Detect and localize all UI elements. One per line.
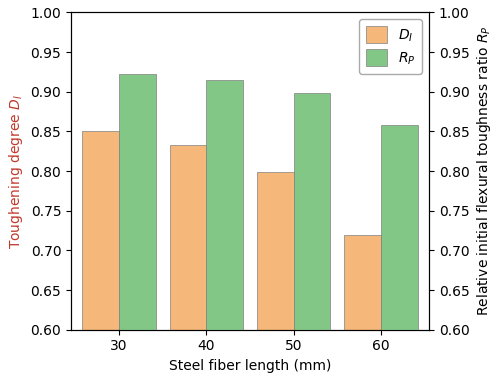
X-axis label: Steel fiber length (mm): Steel fiber length (mm): [169, 359, 331, 373]
Bar: [82, 131, 119, 380]
Legend: $D_I$, $R_P$: $D_I$, $R_P$: [358, 19, 422, 74]
Bar: [344, 234, 381, 380]
Bar: [119, 74, 156, 380]
Bar: [294, 93, 331, 380]
Bar: [170, 145, 206, 380]
Bar: [257, 172, 294, 380]
Bar: [206, 80, 243, 380]
Bar: [381, 125, 418, 380]
Y-axis label: Toughening degree $D_I$: Toughening degree $D_I$: [7, 93, 25, 249]
Y-axis label: Relative initial flexural toughness ratio $R_P$: Relative initial flexural toughness rati…: [475, 26, 493, 317]
